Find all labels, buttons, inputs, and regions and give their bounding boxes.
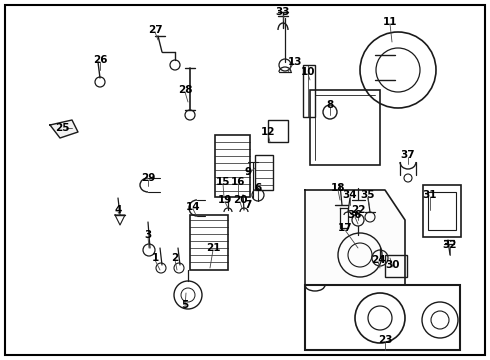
Bar (305, 285, 460, 350)
Text: 31: 31 (423, 190, 437, 200)
Polygon shape (50, 120, 78, 138)
Bar (303, 65, 315, 117)
Text: 26: 26 (93, 55, 107, 65)
Text: 29: 29 (141, 173, 155, 183)
Text: 10: 10 (301, 67, 315, 77)
Text: 36: 36 (348, 210, 362, 220)
Text: 35: 35 (361, 190, 375, 200)
Text: 4: 4 (114, 205, 122, 215)
Text: 11: 11 (383, 17, 397, 27)
Text: 2: 2 (172, 253, 179, 263)
Text: 7: 7 (245, 200, 252, 210)
Bar (215, 135, 250, 197)
Text: 13: 13 (288, 57, 302, 67)
Text: 5: 5 (181, 300, 189, 310)
Text: 32: 32 (443, 240, 457, 250)
Text: 6: 6 (254, 183, 262, 193)
Text: 27: 27 (147, 25, 162, 35)
Text: 3: 3 (145, 230, 151, 240)
Bar (310, 90, 380, 165)
Text: 19: 19 (218, 195, 232, 205)
Text: 25: 25 (55, 123, 69, 133)
Text: 28: 28 (178, 85, 192, 95)
Text: 30: 30 (386, 260, 400, 270)
Text: 24: 24 (371, 255, 385, 265)
Text: 14: 14 (186, 202, 200, 212)
Text: 23: 23 (378, 335, 392, 345)
Text: 33: 33 (276, 7, 290, 17)
Bar (423, 185, 461, 237)
Text: 21: 21 (206, 243, 220, 253)
Polygon shape (305, 190, 405, 285)
Text: 15: 15 (216, 177, 230, 187)
Text: 22: 22 (351, 205, 365, 215)
Bar (385, 255, 407, 277)
Text: 17: 17 (338, 223, 352, 233)
Text: 18: 18 (331, 183, 345, 193)
Bar (190, 215, 228, 270)
Bar (268, 120, 288, 142)
Text: 34: 34 (343, 190, 357, 200)
Text: 12: 12 (261, 127, 275, 137)
Bar (255, 155, 273, 190)
Text: 1: 1 (151, 253, 159, 263)
Bar (428, 192, 456, 230)
Text: 16: 16 (231, 177, 245, 187)
Text: 8: 8 (326, 100, 334, 110)
Text: 37: 37 (401, 150, 416, 160)
Text: 9: 9 (245, 167, 251, 177)
Text: 20: 20 (233, 195, 247, 205)
